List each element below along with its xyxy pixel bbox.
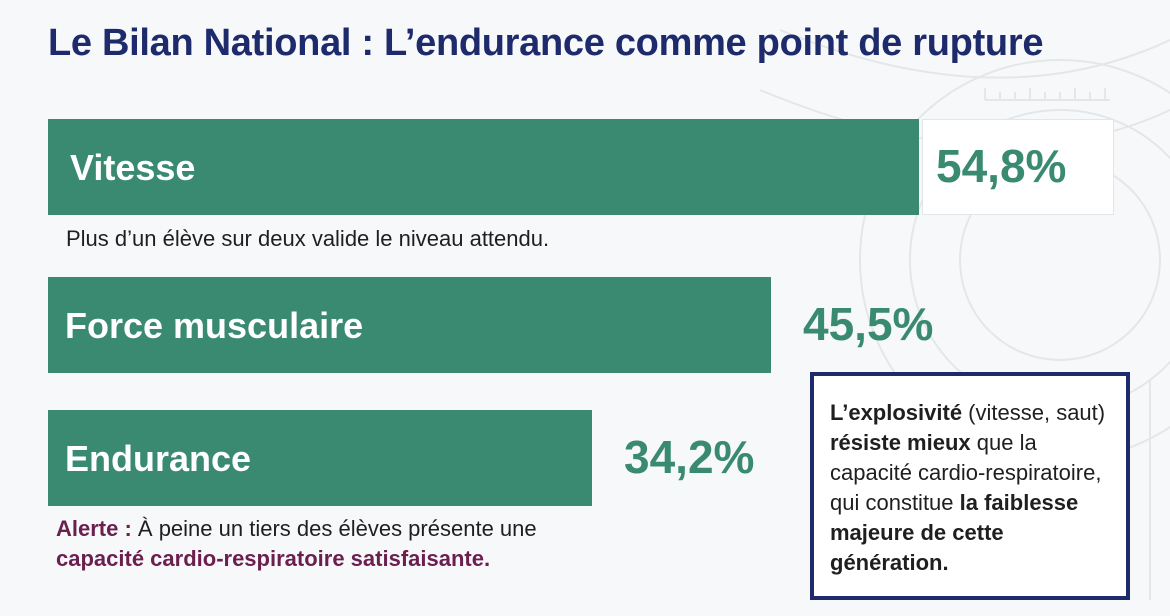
bar-value-0: 54,8% [936,140,1067,192]
vitesse-note: Plus d’un élève sur deux valide le nivea… [66,226,550,251]
callout-bold-3: la faiblesse majeure de cette génération… [830,490,1079,575]
bar-label-0: Vitesse [70,147,196,188]
bar-label-2: Endurance [65,438,252,479]
bar-label-1: Force musculaire [65,305,364,346]
alert-emphasis: capacité cardio-respiratoire satisfaisan… [56,546,491,571]
callout-text-1: (vitesse, saut) [962,400,1106,425]
bar-1 [48,277,771,373]
bar-value-1: 45,5% [803,298,934,350]
bar-0 [48,119,919,215]
endurance-alert: Alerte : À peine un tiers des élèves pré… [56,514,537,574]
alert-label: Alerte : [56,516,132,541]
chart-title: Le Bilan National : L’endurance comme po… [48,22,1044,64]
bar-value-2: 34,2% [624,431,755,483]
value-highlight-box [922,119,1114,215]
conclusion-callout: L’explosivité (vitesse, saut) résiste mi… [810,372,1130,600]
callout-bold-2: résiste mieux [830,430,971,455]
callout-text-2: que la capacité cardio-respiratoire, qui… [830,430,1102,515]
alert-text: À peine un tiers des élèves présente une [131,516,537,541]
bar-2 [48,410,592,506]
callout-bold-1: L’explosivité [830,400,963,425]
